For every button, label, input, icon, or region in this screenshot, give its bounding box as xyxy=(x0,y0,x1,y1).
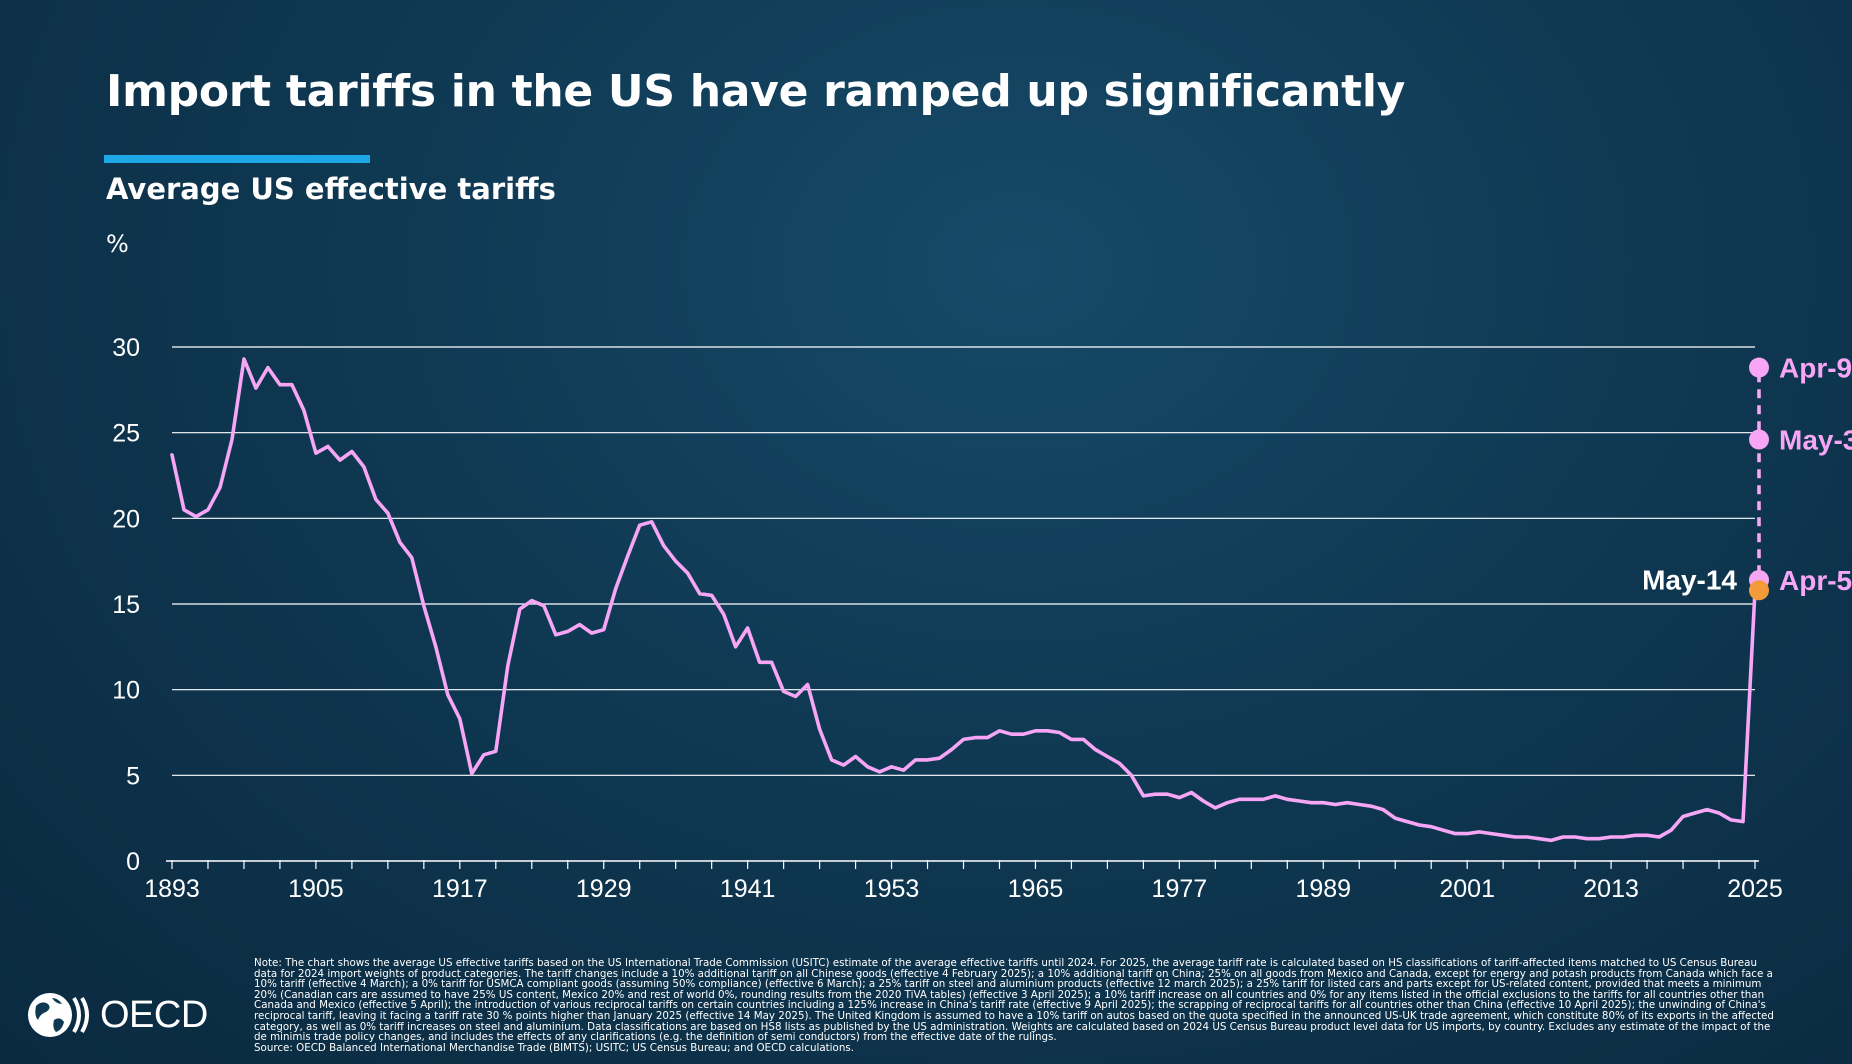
chart-note: Note: The chart shows the average US eff… xyxy=(254,958,1774,1053)
annotation-point xyxy=(1749,429,1769,450)
y-tick-label: 10 xyxy=(112,677,140,705)
annotation-point xyxy=(1749,357,1769,378)
annotation-label: Apr-5 xyxy=(1779,565,1852,596)
y-tick-label: 20 xyxy=(112,505,140,533)
y-tick-label: 5 xyxy=(126,762,140,790)
y-tick-label: 0 xyxy=(126,848,140,876)
page-title: Import tariffs in the US have ramped up … xyxy=(106,66,1406,117)
annotation-label: Apr-9 xyxy=(1779,353,1852,384)
x-tick-label: 1929 xyxy=(576,875,632,903)
x-tick-label: 2001 xyxy=(1439,875,1495,903)
annotation-label: May-14 xyxy=(1642,564,1737,595)
note-text: Note: The chart shows the average US eff… xyxy=(254,957,1774,1044)
x-tick-label: 1989 xyxy=(1295,875,1351,903)
globe-icon xyxy=(28,993,89,1037)
gridlines xyxy=(172,346,1755,776)
source-text: Source: OECD Balanced International Merc… xyxy=(254,1041,855,1054)
x-tick-label: 2025 xyxy=(1727,875,1783,903)
chart-subtitle: Average US effective tariffs xyxy=(106,172,556,206)
x-tick-label: 1941 xyxy=(720,875,776,903)
y-axis-unit: % xyxy=(106,230,129,258)
annotation-label: May-3 xyxy=(1779,425,1852,456)
series-lines xyxy=(170,357,1761,843)
x-axis xyxy=(166,860,1759,869)
x-tick-label: 1977 xyxy=(1152,875,1208,903)
annotation-point xyxy=(1749,580,1769,601)
x-tick-label: 1893 xyxy=(144,875,200,903)
x-axis-tick-labels: 1893 1905 1917 1929 1941 1953 1965 1977 1989 2001… xyxy=(144,875,1783,903)
x-tick-label: 2013 xyxy=(1583,875,1639,903)
oecd-logo: OECD xyxy=(26,990,208,1040)
y-tick-label: 15 xyxy=(112,591,140,619)
x-tick-label: 1905 xyxy=(288,875,344,903)
y-axis-tick-labels: 0 5 10 15 20 25 30 xyxy=(112,334,140,876)
accent-bar xyxy=(104,155,370,163)
x-tick-label: 1917 xyxy=(432,875,488,903)
x-tick-label: 1953 xyxy=(864,875,920,903)
x-tick-label: 1965 xyxy=(1008,875,1064,903)
y-tick-label: 30 xyxy=(112,334,140,362)
logo-text: OECD xyxy=(100,993,208,1036)
annotation-markers: Apr-9 May-3 Apr-5 May-14 xyxy=(1642,353,1852,601)
series-line xyxy=(170,357,1757,843)
y-tick-label: 25 xyxy=(112,420,140,448)
